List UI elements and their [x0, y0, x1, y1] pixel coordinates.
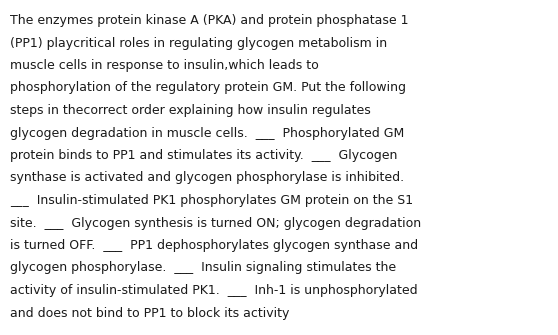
- Text: is turned OFF.  ___  PP1 dephosphorylates glycogen synthase and: is turned OFF. ___ PP1 dephosphorylates …: [10, 239, 418, 252]
- Text: The enzymes protein kinase A (PKA) and protein phosphatase 1: The enzymes protein kinase A (PKA) and p…: [10, 14, 408, 27]
- Text: muscle cells in response to insulin,which leads to: muscle cells in response to insulin,whic…: [10, 59, 319, 72]
- Text: synthase is activated and glycogen phosphorylase is inhibited.: synthase is activated and glycogen phosp…: [10, 172, 404, 185]
- Text: site.  ___  Glycogen synthesis is turned ON; glycogen degradation: site. ___ Glycogen synthesis is turned O…: [10, 216, 421, 229]
- Text: activity of insulin-stimulated PK1.  ___  Inh-1 is unphosphorylated: activity of insulin-stimulated PK1. ___ …: [10, 284, 417, 297]
- Text: steps in thecorrect order explaining how insulin regulates: steps in thecorrect order explaining how…: [10, 104, 371, 117]
- Text: phosphorylation of the regulatory protein GM. Put the following: phosphorylation of the regulatory protei…: [10, 81, 406, 94]
- Text: protein binds to PP1 and stimulates its activity.  ___  Glycogen: protein binds to PP1 and stimulates its …: [10, 149, 397, 162]
- Text: (PP1) playcritical roles in regulating glycogen metabolism in: (PP1) playcritical roles in regulating g…: [10, 37, 387, 50]
- Text: glycogen degradation in muscle cells.  ___  Phosphorylated GM: glycogen degradation in muscle cells. __…: [10, 127, 404, 139]
- Text: glycogen phosphorylase.  ___  Insulin signaling stimulates the: glycogen phosphorylase. ___ Insulin sign…: [10, 262, 396, 274]
- Text: ___  Insulin-stimulated PK1 phosphorylates GM protein on the S1: ___ Insulin-stimulated PK1 phosphorylate…: [10, 194, 413, 207]
- Text: and does not bind to PP1 to block its activity: and does not bind to PP1 to block its ac…: [10, 307, 290, 320]
